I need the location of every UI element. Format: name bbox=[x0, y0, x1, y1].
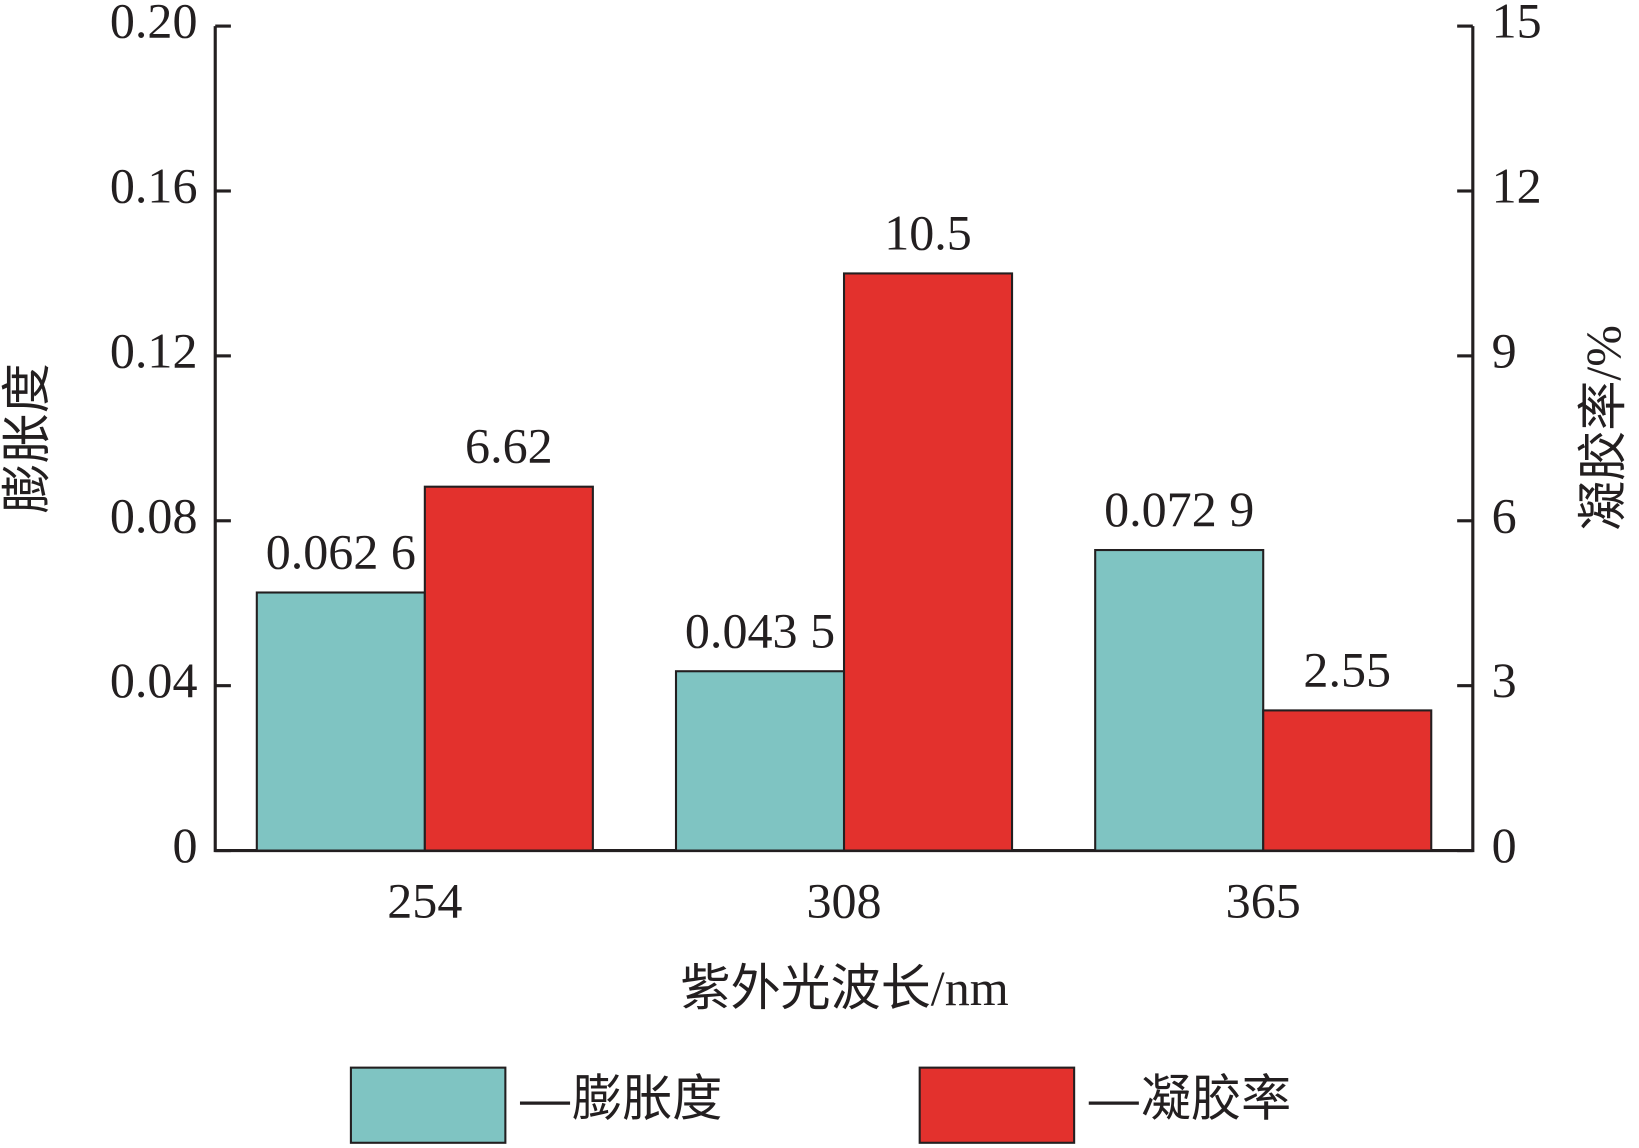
bar bbox=[255, 591, 426, 852]
y2-axis-label: 凝胶率/% bbox=[1575, 325, 1631, 531]
bar bbox=[1262, 709, 1433, 852]
y-tick-label: 0.04 bbox=[110, 652, 198, 708]
value-label: 0.043 5 bbox=[685, 602, 835, 658]
bar bbox=[674, 670, 846, 852]
y-tick-label: 0.16 bbox=[110, 157, 198, 213]
legend-label: 凝胶率 bbox=[1141, 1071, 1291, 1127]
y-tick-label: 0.08 bbox=[110, 487, 198, 543]
bar bbox=[842, 272, 1014, 852]
x-axis-label: 紫外光波长/nm bbox=[680, 960, 1008, 1016]
bar bbox=[423, 485, 594, 852]
value-label: 2.55 bbox=[1303, 641, 1391, 697]
y-tick-label: 0 bbox=[172, 817, 197, 873]
bar bbox=[1094, 548, 1265, 852]
value-label: 0.072 9 bbox=[1104, 481, 1254, 537]
y2-tick-label: 3 bbox=[1492, 652, 1517, 708]
y-axis-label: 膨胀度 bbox=[0, 363, 55, 513]
value-label: 0.062 6 bbox=[266, 524, 416, 580]
x-tick-label: 308 bbox=[806, 872, 881, 928]
y-tick-label: 0.12 bbox=[110, 322, 198, 378]
legend-label: 膨胀度 bbox=[572, 1071, 722, 1127]
x-tick-label: 254 bbox=[387, 872, 462, 928]
value-label: 10.5 bbox=[884, 204, 972, 260]
y2-tick-label: 9 bbox=[1492, 322, 1517, 378]
y2-tick-label: 6 bbox=[1492, 487, 1517, 543]
y-tick-label: 0.20 bbox=[110, 0, 198, 49]
y2-tick-label: 15 bbox=[1492, 0, 1542, 49]
y2-tick-label: 0 bbox=[1492, 817, 1517, 873]
y2-tick-label: 12 bbox=[1492, 157, 1542, 213]
x-tick-label: 365 bbox=[1226, 872, 1301, 928]
value-label: 6.62 bbox=[465, 418, 553, 474]
legend-swatch bbox=[349, 1066, 507, 1144]
legend-swatch bbox=[918, 1066, 1076, 1144]
